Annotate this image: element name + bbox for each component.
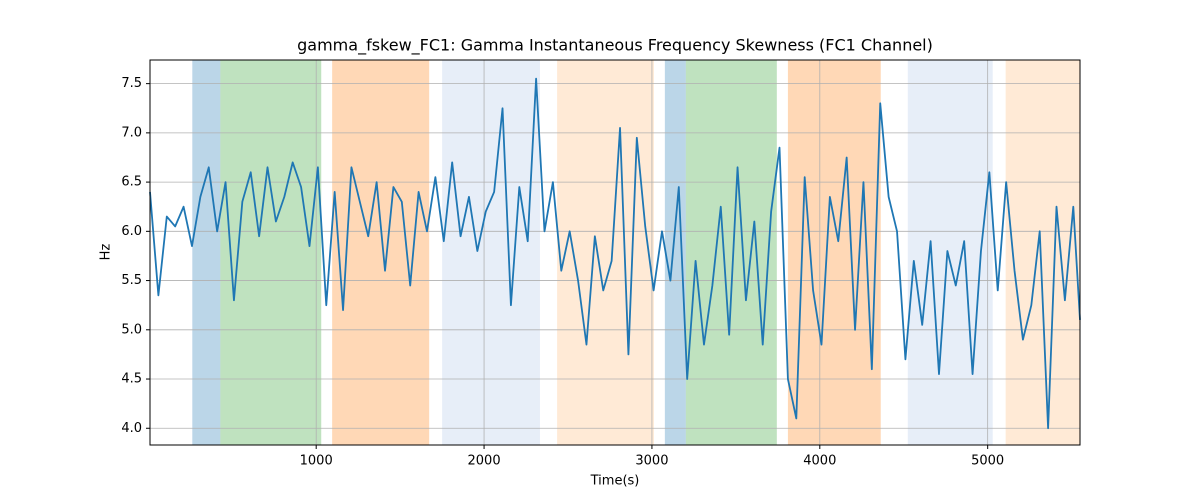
- shaded-span: [1005, 60, 1080, 445]
- y-tick-label: 4.0: [121, 421, 142, 436]
- x-tick-label: 2000: [468, 454, 501, 469]
- shaded-span: [664, 60, 686, 445]
- chart-title: gamma_fskew_FC1: Gamma Instantaneous Fre…: [297, 36, 933, 56]
- shaded-span: [442, 60, 540, 445]
- x-tick-label: 1000: [300, 454, 333, 469]
- shaded-span: [557, 60, 654, 445]
- x-tick-label: 4000: [803, 454, 836, 469]
- y-tick-label: 7.5: [121, 76, 142, 91]
- shaded-span: [907, 60, 993, 445]
- x-tick-label: 3000: [635, 454, 668, 469]
- plot-frame: [149, 59, 1081, 446]
- y-tick-label: 5.5: [121, 273, 142, 288]
- shaded-span: [192, 60, 221, 445]
- y-tick-label: 5.0: [121, 322, 142, 337]
- y-tick-label: 6.0: [121, 224, 142, 239]
- x-tick-label: 5000: [971, 454, 1004, 469]
- shaded-span: [220, 60, 322, 445]
- shaded-span: [787, 60, 881, 445]
- data-line: [149, 77, 1081, 430]
- x-axis-label: Time(s): [590, 474, 640, 489]
- shaded-span: [685, 60, 777, 445]
- y-tick-label: 4.5: [121, 372, 142, 387]
- y-axis-label: Hz: [99, 244, 114, 261]
- y-tick-label: 7.0: [121, 125, 142, 140]
- y-tick-label: 6.5: [121, 175, 142, 190]
